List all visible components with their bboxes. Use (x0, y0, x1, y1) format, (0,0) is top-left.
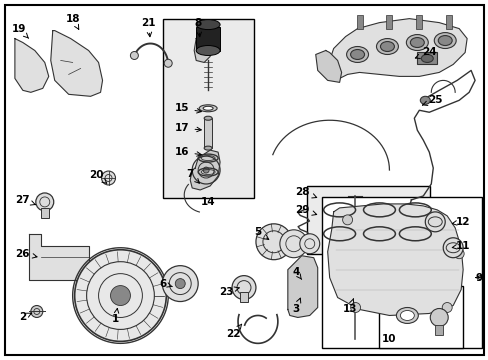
Polygon shape (327, 204, 462, 315)
Ellipse shape (199, 105, 217, 112)
Ellipse shape (409, 37, 424, 48)
Polygon shape (329, 19, 466, 78)
Polygon shape (194, 31, 212, 62)
Ellipse shape (346, 46, 368, 62)
Circle shape (31, 306, 42, 318)
Bar (196, 27, 220, 50)
Text: 23: 23 (218, 287, 239, 297)
Text: 20: 20 (89, 170, 106, 183)
Circle shape (425, 212, 444, 232)
Text: 12: 12 (451, 217, 469, 227)
Bar (386, 15, 392, 28)
Text: 16: 16 (175, 147, 201, 157)
Text: 24: 24 (414, 48, 436, 58)
Bar (434, 325, 442, 336)
Circle shape (36, 193, 54, 211)
Circle shape (164, 59, 172, 67)
Bar (321, 197, 481, 348)
Ellipse shape (203, 116, 212, 120)
Text: 17: 17 (175, 123, 201, 133)
Text: 4: 4 (291, 267, 301, 279)
Polygon shape (287, 256, 317, 318)
Text: 29: 29 (295, 205, 316, 215)
Circle shape (453, 249, 463, 259)
Text: 3: 3 (291, 298, 300, 315)
Circle shape (110, 285, 130, 306)
Circle shape (175, 279, 185, 289)
Ellipse shape (196, 45, 220, 55)
Polygon shape (15, 39, 49, 92)
Bar (41, 208, 49, 218)
Text: 11: 11 (451, 241, 469, 251)
Circle shape (442, 238, 462, 258)
Bar (379, 285, 462, 348)
Polygon shape (190, 150, 220, 190)
Text: 25: 25 (422, 95, 442, 105)
Ellipse shape (433, 32, 455, 49)
Bar (203, 118, 212, 148)
Bar (416, 53, 436, 64)
Ellipse shape (196, 20, 220, 30)
Ellipse shape (396, 307, 417, 323)
Circle shape (75, 250, 166, 341)
Circle shape (232, 276, 255, 300)
Polygon shape (29, 234, 101, 280)
Circle shape (162, 266, 198, 302)
Text: 21: 21 (141, 18, 155, 37)
Polygon shape (315, 50, 341, 82)
Text: 22: 22 (225, 324, 241, 339)
Bar (415, 15, 422, 28)
Text: 19: 19 (12, 24, 29, 39)
Ellipse shape (437, 36, 451, 45)
Text: 7: 7 (186, 169, 199, 183)
Text: 6: 6 (160, 279, 172, 289)
Text: 1: 1 (112, 309, 119, 324)
Ellipse shape (400, 310, 413, 320)
Ellipse shape (421, 54, 432, 62)
Ellipse shape (350, 50, 364, 59)
Circle shape (279, 230, 307, 258)
Circle shape (102, 171, 115, 185)
Ellipse shape (376, 39, 398, 54)
Text: 26: 26 (16, 249, 37, 259)
Ellipse shape (203, 106, 213, 110)
Circle shape (299, 234, 319, 254)
Bar (306, 186, 429, 254)
Text: 18: 18 (65, 14, 80, 29)
Text: 13: 13 (342, 299, 356, 315)
Circle shape (350, 302, 360, 312)
Bar (356, 15, 362, 28)
Polygon shape (51, 31, 102, 96)
Text: 9: 9 (474, 273, 482, 283)
Text: 2: 2 (19, 312, 32, 323)
Circle shape (255, 224, 291, 260)
Text: 15: 15 (175, 103, 201, 113)
Text: 14: 14 (201, 197, 215, 207)
Text: 10: 10 (382, 334, 396, 345)
Bar (163, 19, 253, 198)
Text: 5: 5 (254, 227, 268, 239)
Circle shape (203, 167, 209, 173)
Circle shape (429, 309, 447, 327)
Text: 8: 8 (194, 18, 202, 37)
Ellipse shape (203, 146, 212, 150)
Circle shape (342, 215, 352, 225)
Bar (240, 292, 247, 302)
Ellipse shape (406, 35, 427, 50)
Circle shape (441, 302, 451, 312)
Ellipse shape (420, 96, 429, 104)
Text: 28: 28 (295, 187, 316, 198)
Circle shape (130, 51, 138, 59)
Bar (446, 15, 451, 28)
Text: 27: 27 (16, 195, 36, 205)
Ellipse shape (380, 41, 394, 51)
